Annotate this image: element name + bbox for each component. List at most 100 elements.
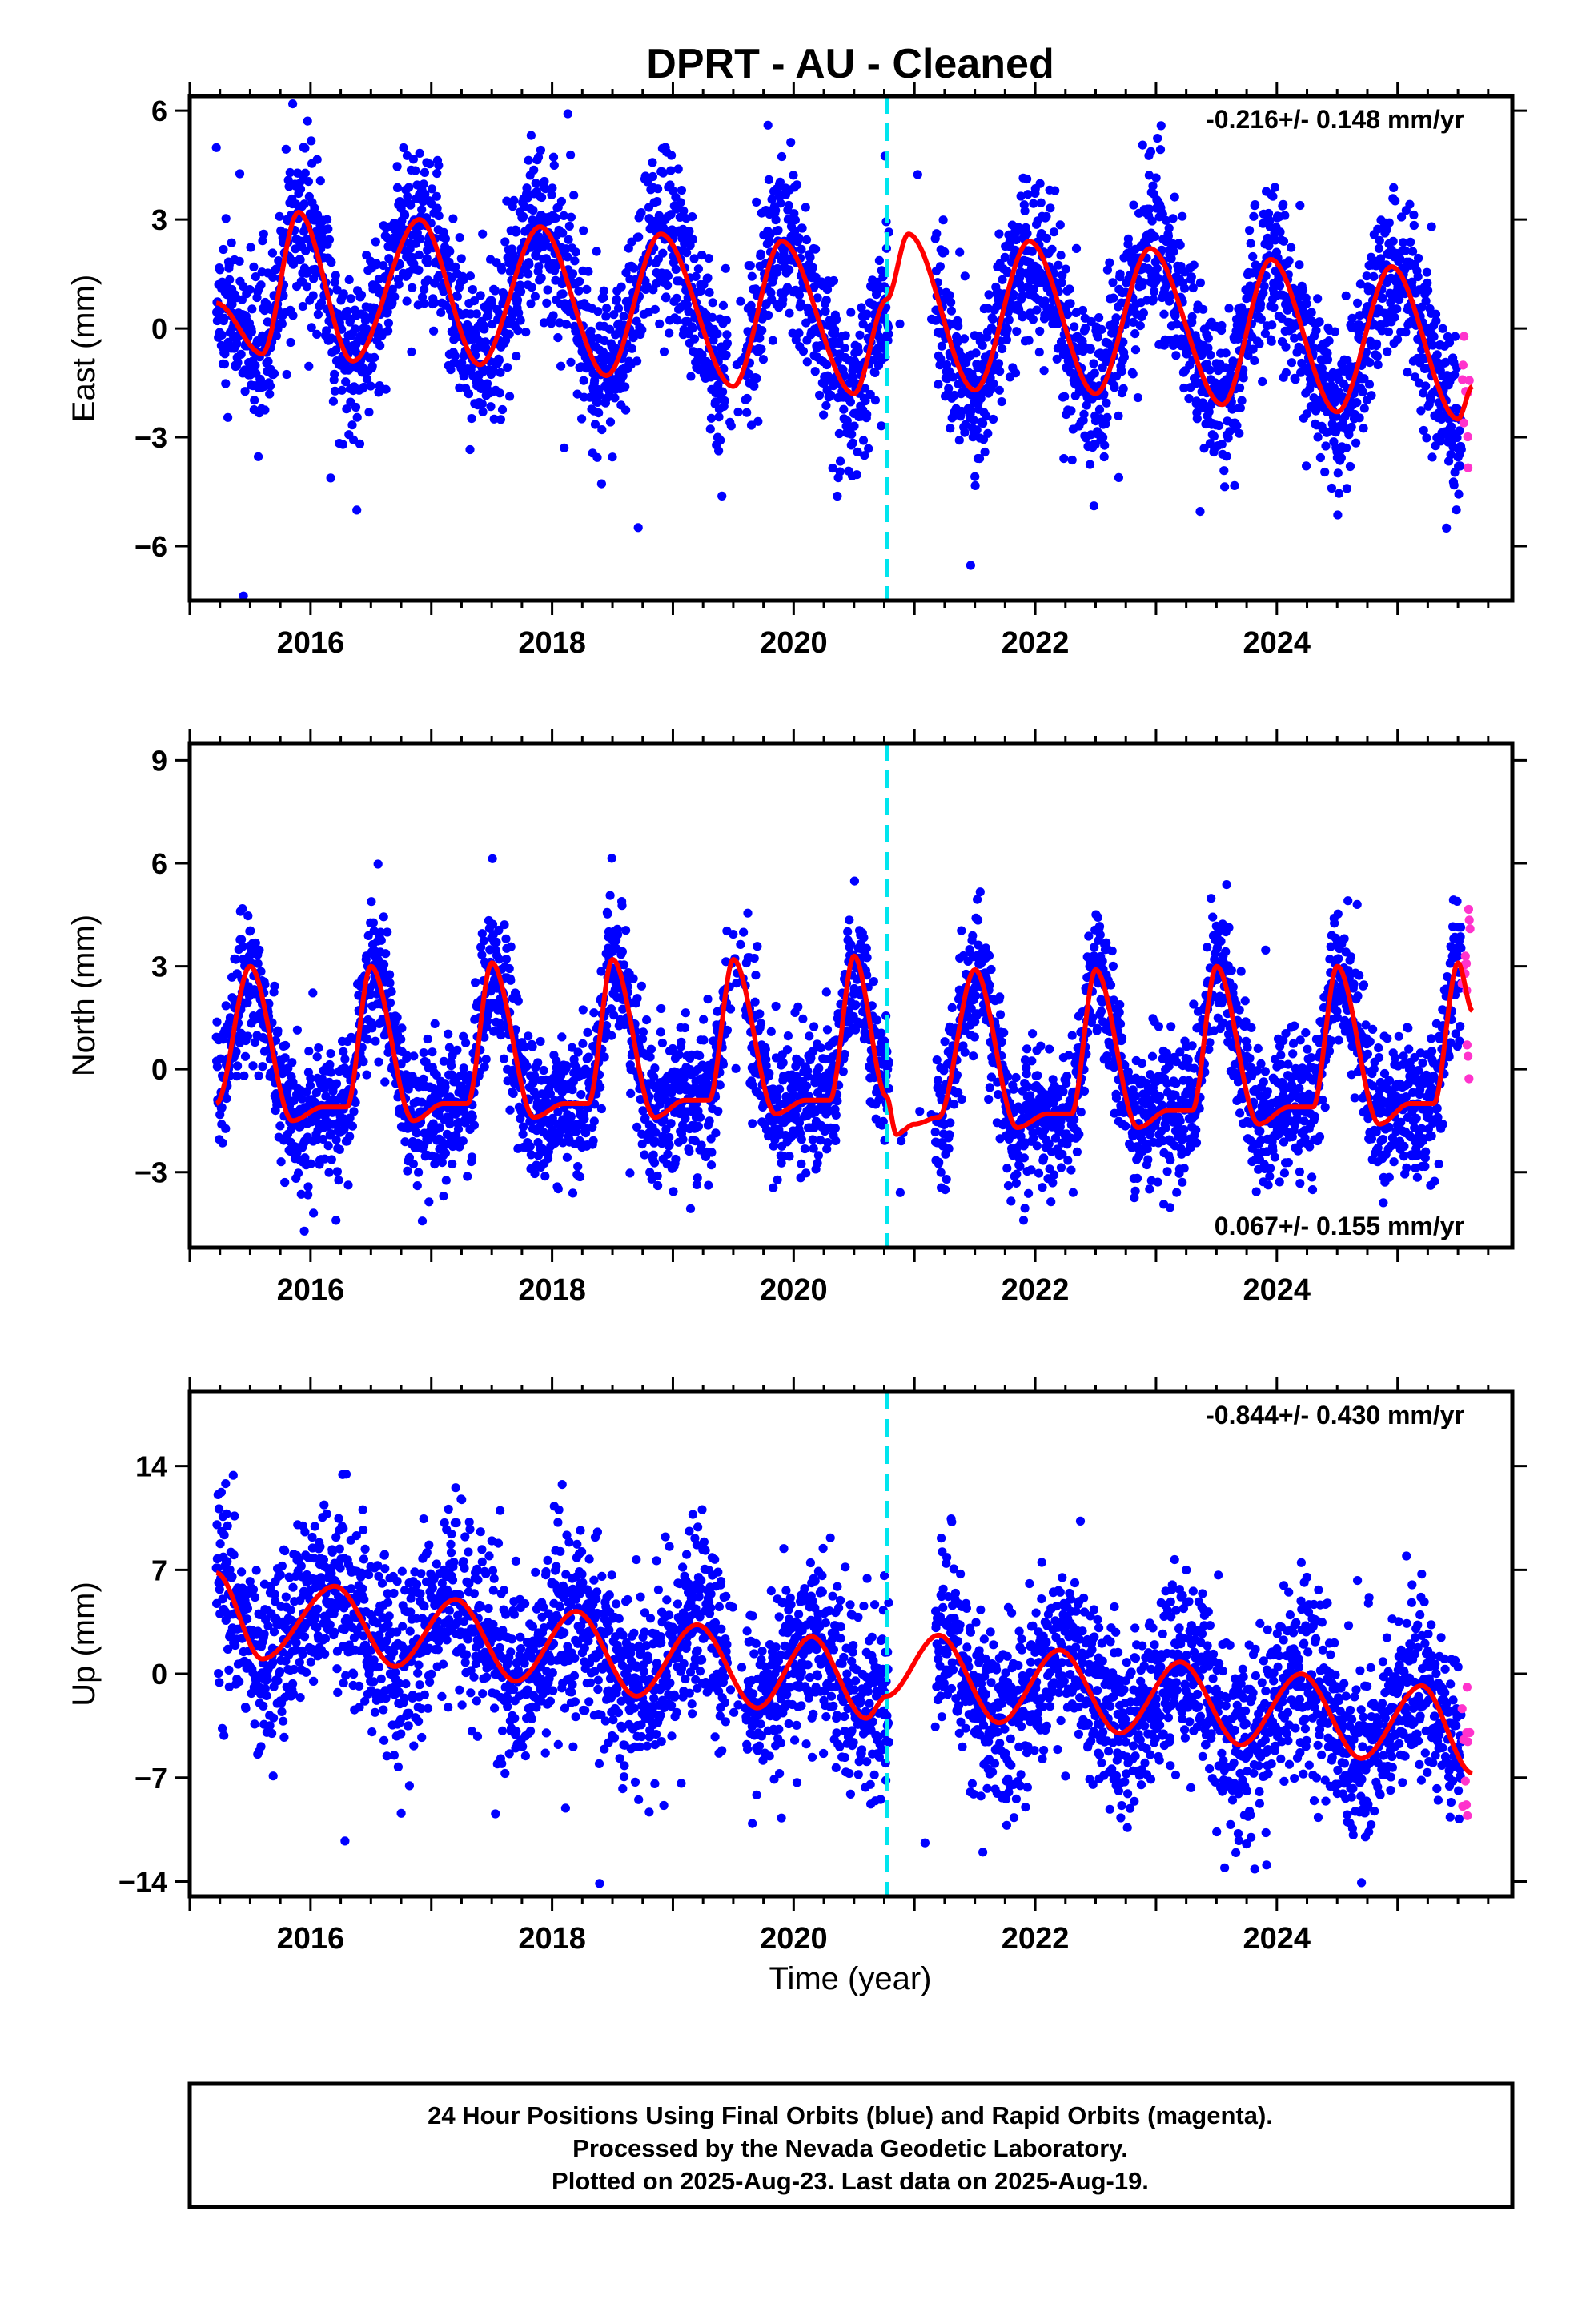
east-final-point [556, 196, 567, 207]
east-final-point [317, 231, 327, 241]
east-final-point [403, 191, 412, 201]
east-final-point [745, 261, 755, 271]
north-final-point [488, 854, 497, 863]
east-final-point [404, 183, 414, 192]
east-final-point [1166, 254, 1176, 263]
east-final-point [316, 298, 327, 308]
north-final-point [374, 1057, 383, 1067]
east-final-point [592, 452, 602, 462]
east-final-point [608, 452, 617, 462]
east-final-point [1260, 328, 1270, 338]
east-y-tick-label: −3 [135, 421, 167, 454]
east-final-point [1423, 286, 1433, 296]
east-final-point [822, 284, 833, 295]
east-final-point [420, 167, 430, 177]
east-final-point [560, 443, 569, 452]
north-final-point [424, 1197, 434, 1207]
north-final-point [578, 1005, 588, 1015]
east-final-point [946, 424, 955, 433]
north-final-point [496, 1031, 506, 1040]
east-final-point [796, 299, 805, 308]
east-final-point [688, 324, 697, 333]
east-final-point [874, 255, 884, 265]
east-final-point [794, 290, 805, 300]
east-final-point [219, 360, 230, 369]
east-final-point [480, 324, 489, 334]
east-final-point [1452, 505, 1461, 515]
north-final-point [238, 904, 247, 914]
east-final-point [1442, 523, 1452, 533]
east-final-point [948, 372, 958, 382]
east-final-point [1251, 200, 1260, 210]
east-final-point [1275, 227, 1285, 237]
east-final-point [599, 286, 608, 296]
east-final-point [1302, 299, 1311, 308]
east-final-point [808, 263, 817, 272]
east-final-point [755, 333, 765, 343]
east-final-point [618, 371, 628, 380]
east-final-point [432, 168, 442, 179]
east-final-point [263, 356, 273, 366]
east-final-point [472, 309, 481, 319]
east-final-point [482, 379, 492, 388]
east-final-point [605, 324, 615, 334]
north-final-point [367, 897, 376, 907]
east-final-point [432, 191, 441, 201]
east-final-point [344, 275, 354, 284]
east-final-point [946, 297, 956, 308]
east-final-point [221, 214, 231, 223]
east-final-point [961, 420, 970, 430]
east-final-point [265, 389, 275, 399]
east-final-point [582, 284, 592, 294]
east-final-point [300, 168, 310, 178]
east-final-point [1270, 183, 1279, 192]
east-final-point [1163, 231, 1173, 241]
east-final-point [708, 298, 717, 308]
east-final-point [849, 373, 858, 383]
north-final-point [518, 1122, 528, 1132]
north-final-point [387, 987, 396, 996]
east-final-point [1099, 452, 1109, 462]
east-final-point [771, 215, 781, 225]
east-final-point [776, 199, 785, 208]
east-final-point [1135, 321, 1145, 331]
east-final-point [1148, 181, 1158, 191]
east-final-point [853, 447, 862, 457]
east-final-point [1367, 391, 1376, 400]
east-final-point [1347, 313, 1357, 323]
east-final-point [1086, 344, 1095, 353]
east-final-point [972, 425, 982, 435]
east-final-point [1456, 461, 1465, 471]
north-final-point [494, 925, 504, 935]
east-final-point [577, 414, 587, 424]
north-final-point [566, 1112, 576, 1121]
east-rapid-point [1458, 360, 1468, 370]
east-final-point [1217, 320, 1227, 331]
east-final-point [417, 205, 427, 215]
east-final-point [469, 296, 480, 306]
east-final-point [524, 259, 534, 269]
east-final-point [1400, 246, 1411, 255]
east-final-point [845, 397, 855, 407]
east-final-point [971, 348, 981, 358]
north-final-point [468, 1112, 477, 1122]
north-final-point [385, 998, 396, 1007]
east-final-point [457, 358, 467, 368]
east-final-point [400, 211, 410, 220]
north-final-point [334, 1176, 343, 1185]
east-final-point [940, 247, 950, 257]
east-final-point [383, 307, 392, 316]
north-final-point [441, 1140, 451, 1149]
east-final-point [282, 369, 291, 380]
east-final-point [658, 168, 668, 178]
east-final-point [215, 265, 225, 275]
east-final-point [658, 248, 668, 258]
north-final-point [505, 1105, 515, 1115]
east-x-tick-label: 2020 [760, 626, 828, 660]
east-final-point [568, 269, 578, 279]
east-final-point [221, 379, 231, 388]
east-final-point [1428, 340, 1438, 350]
east-final-point [1123, 234, 1133, 243]
east-final-point [288, 99, 298, 109]
east-final-point [777, 151, 787, 162]
